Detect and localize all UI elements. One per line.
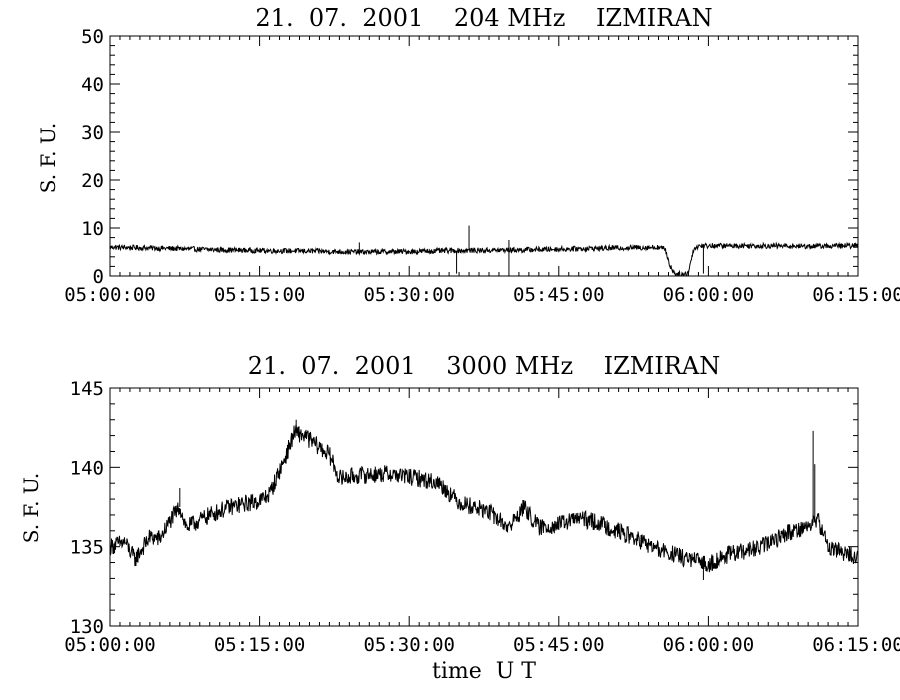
- series: [109, 225, 859, 277]
- series: [109, 419, 859, 580]
- y-tick-label: 40: [81, 74, 104, 96]
- x-axis-label: time U T: [432, 659, 536, 684]
- x-axis: 05:00:00 05:15:00 05:30:00 05:45:00 06:00:00…: [64, 388, 900, 656]
- x-tick-label: 05:15:00: [214, 284, 306, 306]
- x-tick-label: 06:15:00: [812, 284, 900, 306]
- chart-panel-204mhz: 21. 07. 2001 204 MHz IZMIRAN S. F. U. 05…: [36, 4, 900, 306]
- x-tick-label: 06:15:00: [812, 634, 900, 656]
- x-tick-label: 05:45:00: [513, 634, 605, 656]
- x-tick-label: 05:45:00: [513, 284, 605, 306]
- plot-frame: [109, 387, 859, 627]
- chart-panel-3000mhz: 21. 07. 2001 3000 MHz IZMIRAN S. F. U. t…: [19, 352, 900, 684]
- y-tick-label: 0: [93, 266, 104, 288]
- chart-title: 21. 07. 2001 204 MHz IZMIRAN: [255, 4, 712, 32]
- x-tick-label: 06:00:00: [663, 634, 755, 656]
- y-tick-label: 135: [70, 537, 104, 559]
- x-tick-label: 05:00:00: [64, 284, 156, 306]
- y-tick-label: 50: [81, 26, 104, 48]
- y-axis-label: S. F. U.: [36, 123, 60, 194]
- y-tick-label: 140: [70, 457, 104, 479]
- y-tick-label: 145: [70, 378, 104, 400]
- x-tick-label: 06:00:00: [663, 284, 755, 306]
- x-tick-label: 05:30:00: [363, 284, 455, 306]
- y-tick-label: 10: [81, 218, 104, 240]
- y-axis-label: S. F. U.: [19, 473, 43, 544]
- series-line: [109, 241, 859, 277]
- x-tick-label: 05:15:00: [214, 634, 306, 656]
- plot-frame: [109, 35, 859, 277]
- x-tick-label: 05:30:00: [363, 634, 455, 656]
- x-tick-label: 05:00:00: [64, 634, 156, 656]
- y-axis: 130 135 140 145: [70, 378, 858, 638]
- y-tick-label: 20: [81, 170, 104, 192]
- chart-title: 21. 07. 2001 3000 MHz IZMIRAN: [248, 352, 720, 380]
- y-tick-label: 130: [70, 616, 104, 638]
- y-axis: 0 10 20 30 40 50: [81, 26, 858, 288]
- series-line: [109, 424, 859, 573]
- y-tick-label: 30: [81, 122, 104, 144]
- x-axis: 05:00:00 05:15:00 05:30:00 05:45:00 06:00:00…: [64, 36, 900, 306]
